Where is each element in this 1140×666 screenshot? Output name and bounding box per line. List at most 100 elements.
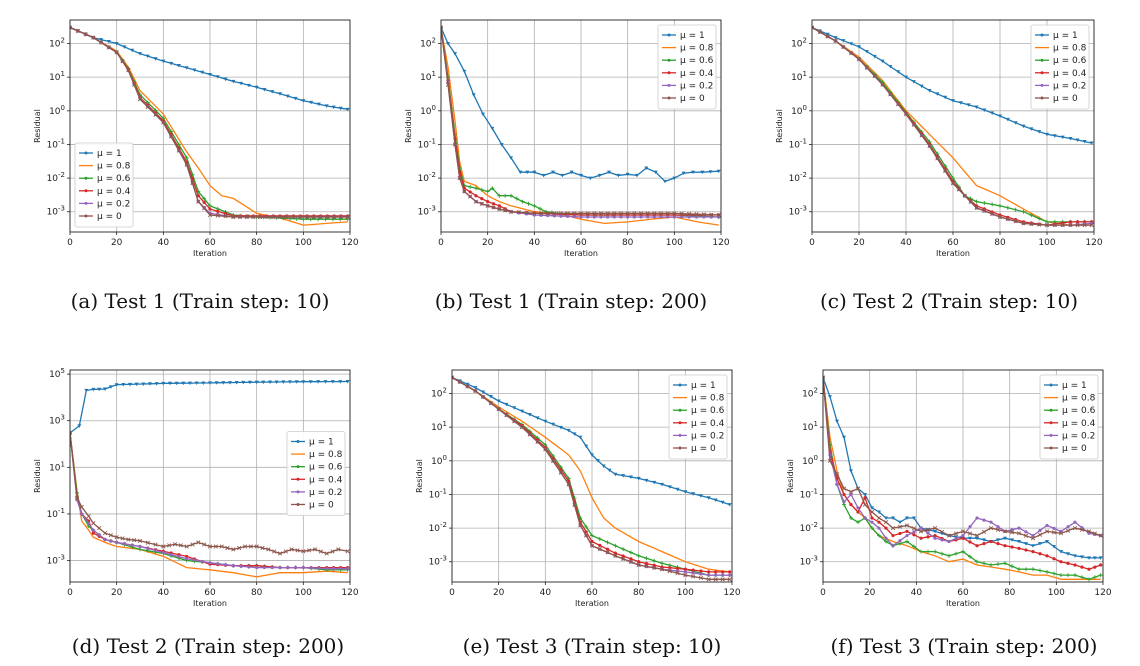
data-point (877, 533, 881, 538)
data-point (161, 120, 166, 125)
data-point (849, 515, 853, 520)
data-point (903, 111, 909, 117)
y-tick-label: 102 (802, 387, 818, 400)
data-point (181, 381, 186, 386)
data-point (120, 59, 125, 64)
data-point (215, 213, 220, 218)
data-point (208, 207, 212, 211)
data-point (579, 215, 583, 219)
data-point (213, 544, 218, 549)
data-point (293, 565, 298, 570)
legend-label: μ = 1 (1062, 381, 1087, 391)
data-point (486, 200, 490, 204)
data-point (691, 571, 695, 575)
data-point (691, 492, 696, 496)
data-point (153, 548, 158, 553)
data-point (968, 536, 972, 541)
data-point (74, 495, 80, 500)
data-point (720, 500, 725, 505)
data-point (1017, 546, 1021, 550)
data-point (254, 380, 259, 385)
data-point (652, 563, 656, 567)
x-tick-label: 60 (947, 238, 959, 248)
data-point (646, 215, 650, 219)
data-point (91, 35, 96, 40)
data-point (990, 211, 995, 217)
data-point (1030, 536, 1036, 541)
data-point (659, 215, 663, 219)
data-point (625, 211, 630, 216)
data-point (1013, 121, 1018, 125)
data-point (485, 203, 490, 208)
data-point (70, 430, 73, 436)
data-point (690, 574, 696, 579)
y-axis-label: Residual (404, 109, 413, 143)
data-point (842, 492, 846, 497)
x-tick-label: 100 (1038, 238, 1055, 248)
data-point (898, 541, 902, 546)
data-point (103, 537, 107, 542)
y-tick-label: 100 (431, 454, 447, 467)
data-point (345, 214, 350, 220)
y-tick-label: 10-3 (418, 205, 436, 218)
data-point (966, 103, 971, 107)
data-point (932, 525, 938, 531)
data-point (231, 547, 236, 552)
data-point (324, 551, 329, 556)
x-tick-label: 40 (158, 238, 170, 248)
legend-label: μ = 0.2 (97, 199, 130, 209)
y-axis-label: Residual (33, 459, 42, 493)
data-point (346, 567, 350, 571)
data-point (308, 217, 313, 222)
data-point (694, 215, 699, 219)
x-tick-label: 40 (529, 238, 541, 248)
data-point (1060, 223, 1065, 228)
data-point (870, 526, 874, 531)
data-point (114, 42, 119, 46)
data-point (312, 547, 318, 552)
data-point (940, 551, 944, 556)
data-point (200, 70, 205, 75)
data-point (1082, 223, 1087, 228)
data-point (954, 551, 958, 556)
data-point (708, 170, 713, 174)
data-point (277, 214, 283, 220)
y-tick-label: 10-3 (47, 205, 65, 218)
legend-label: μ = 0.8 (691, 394, 725, 404)
data-point (667, 569, 672, 574)
data-point (83, 32, 88, 37)
data-point (485, 189, 490, 194)
data-point (99, 38, 104, 42)
data-point (665, 211, 670, 216)
data-point (462, 189, 467, 194)
data-point (468, 194, 473, 199)
x-tick-label: 40 (158, 588, 170, 598)
series-group (452, 375, 732, 582)
data-point (468, 190, 472, 194)
y-tick-label: 10-3 (47, 554, 65, 567)
legend-label: μ = 0.4 (309, 475, 343, 485)
data-point (616, 173, 621, 178)
data-point (514, 196, 519, 201)
legend-label: μ = 0.2 (680, 81, 713, 91)
data-point (481, 112, 485, 117)
legend-label: μ = 0.4 (1062, 419, 1096, 429)
legend: μ = 1 μ = 0.8 μ = 0.6 μ = 0.4 μ = 0.2 μ = 0 (286, 431, 346, 516)
data-point (462, 69, 467, 74)
legend: μ = 1 μ = 0.8 μ = 0.6 μ = 0.4 μ = 0.2 μ = 0 (657, 24, 717, 110)
data-point (114, 50, 119, 55)
data-point (289, 547, 294, 552)
legend-marker (1049, 446, 1053, 450)
y-tick-label: 100 (791, 104, 807, 117)
data-point (709, 212, 714, 217)
data-point (998, 203, 1002, 208)
data-point (605, 547, 610, 551)
data-point (345, 549, 350, 554)
data-point (626, 215, 630, 219)
data-point (728, 573, 732, 577)
data-point (590, 539, 594, 544)
data-point (278, 565, 282, 570)
data-point (294, 380, 299, 384)
